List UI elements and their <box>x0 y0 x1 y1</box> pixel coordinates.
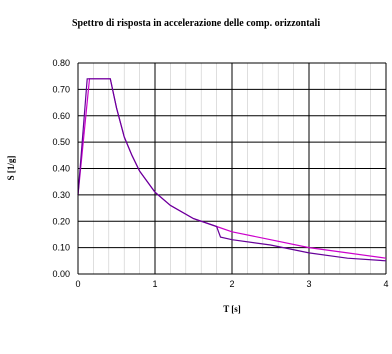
x-tick-label: 2 <box>229 279 234 289</box>
y-tick-label: 0.20 <box>52 216 70 226</box>
y-tick-label: 0.10 <box>52 243 70 253</box>
x-tick-labels: 0 1 2 3 4 <box>75 279 388 289</box>
x-tick-label: 4 <box>383 279 388 289</box>
y-tick-labels: 0.00 0.10 0.20 0.30 0.40 0.50 0.60 0.70 0.80 <box>52 58 70 279</box>
x-axis-title: T [s] <box>223 304 241 314</box>
x-tick-label: 1 <box>152 279 157 289</box>
series-lines <box>77 78 387 262</box>
y-tick-label: 0.70 <box>52 84 70 94</box>
x-tick-label: 3 <box>306 279 311 289</box>
y-tick-label: 0.40 <box>52 164 70 174</box>
chart-title: Spettro di risposta in accelerazione del… <box>72 18 320 29</box>
y-tick-label: 0.00 <box>52 269 70 279</box>
grid <box>78 62 387 274</box>
x-tick-label: 0 <box>75 279 80 289</box>
y-tick-label: 0.30 <box>52 190 70 200</box>
y-axis-title: S [1/g] <box>6 156 16 181</box>
series-line-2 <box>77 78 387 262</box>
y-tick-label: 0.50 <box>52 137 70 147</box>
y-tick-label: 0.60 <box>52 111 70 121</box>
y-tick-label: 0.80 <box>52 58 70 68</box>
